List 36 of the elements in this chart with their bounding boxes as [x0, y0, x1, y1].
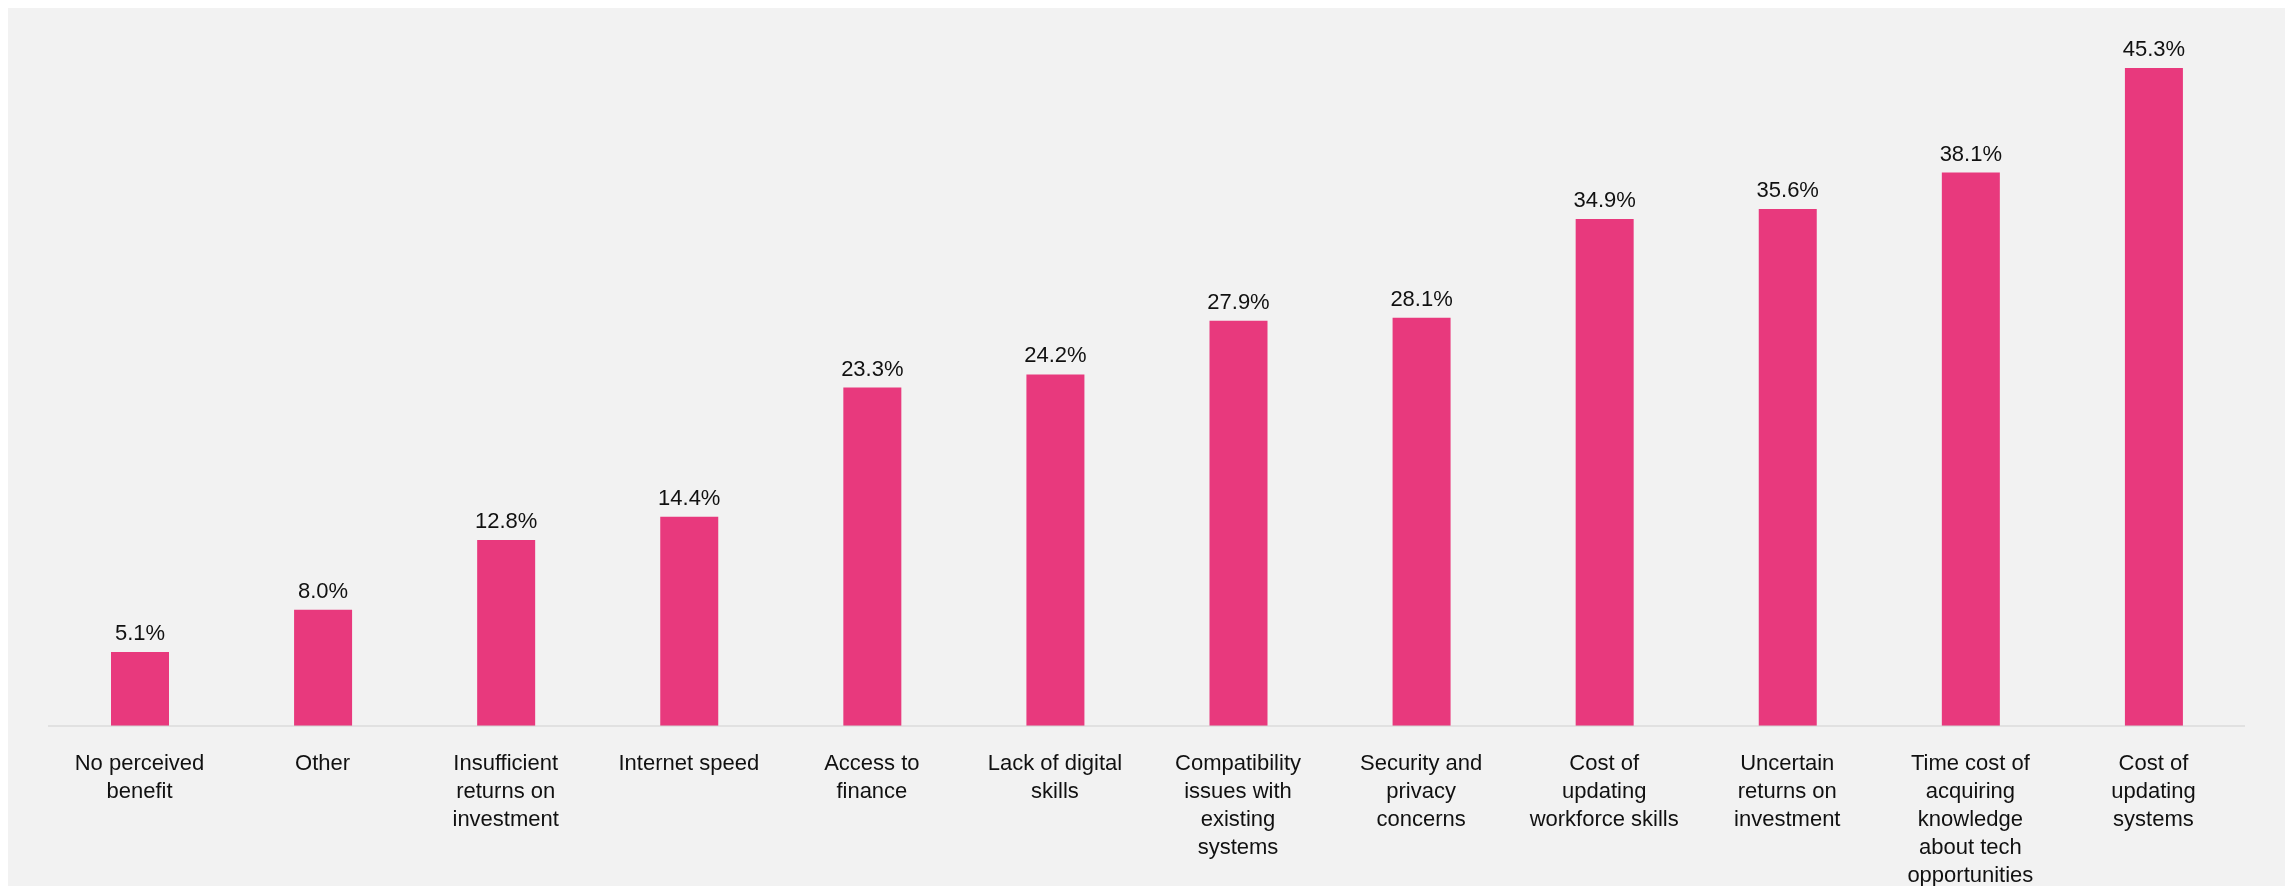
x-tick-label: Uncertain returns on investment: [1734, 750, 1841, 831]
data-label: 12.8%: [474, 508, 538, 534]
x-tick-label: Cost of updating workforce skills: [1528, 750, 1679, 831]
data-label: 27.9%: [1207, 288, 1270, 314]
data-label: 38.1%: [1939, 140, 2003, 166]
data-label: 8.0%: [298, 577, 349, 603]
x-tick-label: Lack of digital skills: [987, 750, 1123, 803]
data-label: 28.1%: [1390, 285, 1453, 311]
x-tick-label: Security and privacy concerns: [1359, 750, 1483, 831]
x-tick-label: Time cost of acquiring knowledge about tech opportunities: [1907, 750, 2034, 887]
x-tick-label: Internet speed: [618, 750, 760, 775]
bar: [843, 387, 902, 726]
x-tick-label: Cost of updating systems: [2111, 750, 2196, 831]
x-tick-label: Insufficient returns on investment: [452, 750, 559, 831]
bar: [1392, 317, 1451, 726]
data-label: 35.6%: [1756, 176, 1819, 202]
bar: [1209, 320, 1268, 726]
bar: [1026, 374, 1085, 726]
x-tick-label: Other: [295, 750, 351, 775]
bar: [1758, 208, 1817, 726]
data-label: 5.1%: [114, 619, 166, 645]
x-tick-label: Compatibility issues with existing systems: [1175, 750, 1302, 859]
bar: [1941, 172, 2000, 726]
bar: [2124, 68, 2183, 726]
bar: [477, 540, 536, 726]
bar: [111, 651, 169, 726]
data-label: 24.2%: [1024, 342, 1087, 368]
data-label: 34.9%: [1573, 187, 1636, 213]
bar: [1575, 219, 1634, 726]
data-label: 23.3%: [841, 355, 904, 381]
bar: [660, 516, 719, 726]
x-tick-label: No perceived benefit: [74, 750, 205, 803]
data-label: 14.4%: [658, 484, 721, 510]
x-tick-label: Access to finance: [824, 750, 920, 803]
bar: [294, 609, 353, 726]
data-label: 45.3%: [2122, 36, 2186, 61]
